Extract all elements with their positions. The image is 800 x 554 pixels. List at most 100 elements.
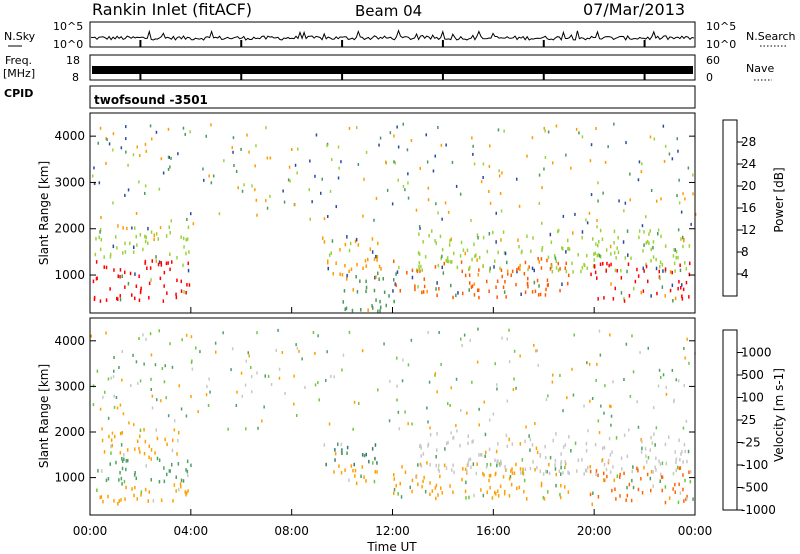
colorbar-frame: [722, 119, 738, 297]
sparse-echo-cell: [663, 159, 666, 163]
sparse-echo-cell: [240, 147, 242, 151]
echo-cell: [445, 258, 447, 263]
echo-cell: [567, 238, 569, 243]
sparse-echo-cell: [145, 337, 147, 341]
echo-cell: [685, 280, 688, 285]
freq-label-top: Freq.: [5, 54, 32, 67]
sparse-echo-cell: [195, 346, 197, 350]
echo-cell: [503, 491, 506, 496]
sparse-echo-cell: [250, 366, 252, 369]
echo-cell: [620, 456, 623, 460]
power-ylabel: Slant Range [km]: [37, 161, 51, 265]
echo-cell: [541, 248, 543, 252]
echo-cell: [516, 486, 518, 491]
echo-cell: [568, 247, 571, 251]
echo-cell: [609, 470, 612, 474]
sparse-echo-cell: [202, 167, 204, 171]
echo-cell: [438, 469, 440, 473]
echo-cell: [439, 234, 442, 239]
sparse-echo-cell: [248, 354, 250, 358]
colorbar-tick-label: 4: [741, 267, 749, 281]
echo-cell: [121, 482, 123, 486]
echo-cell: [577, 458, 580, 462]
echo-cell: [388, 294, 390, 298]
echo-cell: [489, 266, 491, 271]
echo-cell: [139, 450, 141, 454]
echo-cell: [610, 262, 612, 267]
echo-cell: [427, 442, 430, 446]
sparse-echo-cell: [402, 122, 404, 126]
echo-cell: [382, 277, 384, 281]
echo-cell: [627, 262, 630, 266]
echo-cell: [344, 242, 347, 247]
echo-cell: [497, 489, 499, 493]
echo-cell: [650, 259, 652, 263]
echo-cell: [585, 469, 588, 473]
echo-cell: [371, 237, 374, 241]
sparse-echo-cell: [665, 385, 667, 389]
echo-cell: [530, 249, 532, 253]
sparse-echo-cell: [312, 331, 315, 334]
echo-cell: [435, 463, 437, 468]
echo-cell: [187, 268, 190, 273]
sparse-echo-cell: [255, 144, 257, 148]
sparse-echo-cell: [543, 126, 545, 130]
echo-cell: [589, 469, 592, 474]
echo-cell: [478, 268, 480, 272]
sparse-echo-cell: [170, 219, 172, 223]
sparse-echo-cell: [629, 172, 631, 176]
sparse-echo-cell: [112, 375, 115, 379]
echo-cell: [365, 279, 367, 284]
echo-cell: [632, 485, 635, 490]
echo-cell: [638, 229, 641, 233]
echo-cell: [626, 269, 628, 274]
sparse-echo-cell: [684, 197, 686, 201]
echo-cell: [587, 465, 589, 470]
echo-cell: [504, 465, 506, 469]
sparse-echo-cell: [190, 335, 193, 339]
echo-cell: [435, 496, 437, 501]
echo-cell: [327, 266, 329, 271]
echo-cell: [122, 251, 124, 255]
echo-cell: [173, 483, 176, 487]
noise-right-tick-bottom: 10^0: [706, 38, 736, 51]
echo-cell: [520, 250, 523, 255]
echo-cell: [596, 253, 599, 258]
sparse-echo-cell: [482, 176, 484, 179]
echo-cell: [380, 305, 382, 310]
echo-cell: [548, 471, 551, 476]
echo-cell: [337, 442, 339, 446]
echo-cell: [112, 244, 115, 249]
echo-cell: [659, 260, 662, 264]
echo-cell: [109, 252, 112, 257]
echo-cell: [350, 267, 353, 271]
echo-cell: [572, 231, 574, 235]
echo-cell: [445, 441, 448, 446]
echo-cell: [356, 262, 358, 267]
echo-cell: [340, 471, 343, 475]
echo-cell: [155, 232, 158, 236]
echo-cell: [119, 297, 122, 302]
echo-cell: [501, 274, 503, 279]
sparse-echo-cell: [281, 351, 284, 354]
sparse-echo-cell: [98, 181, 101, 185]
echo-cell: [612, 465, 614, 469]
echo-cell: [660, 475, 663, 479]
sparse-echo-cell: [275, 348, 277, 352]
echo-cell: [176, 278, 178, 283]
echo-cell: [624, 256, 627, 260]
echo-cell: [502, 230, 505, 234]
echo-cell: [169, 231, 171, 235]
sparse-echo-cell: [692, 173, 694, 177]
sparse-echo-cell: [597, 419, 600, 423]
echo-cell: [679, 491, 682, 495]
sparse-echo-cell: [245, 427, 247, 431]
echo-cell: [124, 241, 126, 246]
echo-cell: [374, 456, 376, 461]
freq-band: [92, 66, 693, 74]
sparse-echo-cell: [160, 399, 162, 403]
sparse-echo-cell: [113, 369, 115, 373]
sparse-echo-cell: [231, 347, 234, 351]
sparse-echo-cell: [107, 377, 110, 381]
